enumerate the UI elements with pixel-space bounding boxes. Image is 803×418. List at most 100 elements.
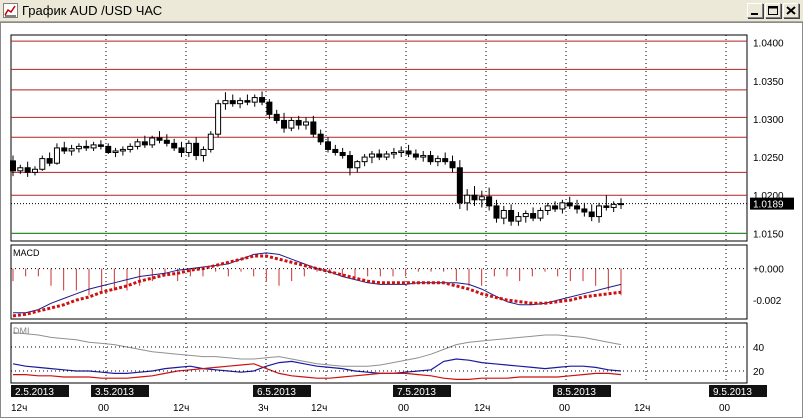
candle-body (24, 167, 31, 173)
maximize-button[interactable] (765, 3, 781, 18)
candle-body (339, 151, 346, 157)
candle-body (618, 203, 624, 206)
candle-body (141, 141, 148, 146)
dmi-panel-frame (10, 322, 748, 384)
candle-body (581, 208, 588, 213)
candle-body (178, 147, 185, 153)
candle-body (427, 155, 434, 163)
date-label-badge (393, 385, 451, 397)
candle-body (17, 167, 24, 172)
candle-body (112, 150, 119, 153)
candle-body (603, 205, 610, 208)
candle-body (156, 137, 163, 141)
candle-body (83, 145, 90, 149)
candle-body (508, 209, 515, 222)
candle-body (222, 100, 229, 105)
candle-body (456, 167, 463, 204)
candle-body (486, 196, 493, 207)
current-price-label: 1.0189 (753, 200, 784, 211)
maximize-icon (768, 6, 778, 15)
candle-body (237, 100, 244, 105)
candle-body (185, 142, 192, 153)
candle-body (500, 209, 507, 219)
dmi-adx-line (12, 332, 622, 367)
price-tick-label: 1.0300 (753, 115, 784, 126)
chart-window[interactable]: 1.0400 1.0350 1.0300 1.0250 1.0200 1.0150 1.01… (0, 22, 803, 418)
candle-body (127, 145, 134, 150)
close-icon (786, 6, 796, 15)
candle-body (324, 141, 331, 150)
candle-body (288, 119, 295, 129)
candle-body (390, 151, 397, 155)
dmi-plus-di-line (12, 358, 622, 374)
candle-body (471, 194, 478, 201)
candle-body (405, 150, 412, 155)
candle-body (420, 155, 427, 158)
candle-body (559, 202, 566, 210)
candle-body (354, 161, 361, 169)
candle-body (434, 158, 441, 163)
hour-label: 00 (719, 403, 731, 414)
candle-body (574, 205, 581, 210)
chart-line-icon (3, 3, 18, 18)
candle-body (193, 142, 200, 157)
date-label: 6.5.2013 (257, 387, 296, 398)
candle-body (566, 202, 573, 207)
price-tick-label: 1.0400 (753, 39, 784, 50)
current-price-badge (750, 197, 794, 210)
dmi-minus-di-line (13, 363, 622, 380)
candle-body (537, 209, 544, 219)
candle-body (346, 155, 353, 169)
price-panel-frame (10, 34, 748, 242)
candle-body (105, 145, 112, 153)
candle-body (303, 121, 310, 126)
candle-body (610, 203, 617, 208)
hour-label: 12ч (474, 403, 490, 414)
candle-body (361, 156, 368, 163)
window-titlebar[interactable]: График AUD /USD ЧАС (0, 0, 803, 22)
candle-body (229, 100, 236, 105)
minimize-button[interactable] (747, 3, 763, 18)
dmi-tick-label: 20 (753, 367, 765, 378)
dmi-panel-label: DMI (13, 326, 30, 336)
candle-body (53, 147, 60, 164)
candle-body (383, 153, 390, 158)
dmi-tick-label: 40 (753, 343, 765, 354)
candle-body (31, 168, 38, 173)
hour-label: 12ч (311, 403, 327, 414)
candle-body (281, 119, 288, 129)
chart-canvas[interactable]: 1.0400 1.0350 1.0300 1.0250 1.0200 1.0150 1.01… (1, 23, 802, 417)
candle-body (332, 148, 339, 153)
minimize-icon (751, 13, 758, 15)
close-button[interactable] (783, 3, 799, 18)
candle-body (171, 142, 178, 149)
date-label-badge (11, 385, 69, 397)
candle-body (75, 145, 82, 150)
macd-line (13, 252, 622, 314)
date-label: 8.5.2013 (557, 387, 596, 398)
candle-body (259, 97, 266, 103)
candle-body (149, 137, 156, 146)
candle-body (46, 158, 53, 164)
candle-body (200, 148, 207, 157)
date-label-badge (91, 385, 149, 397)
macd-tick-label: -0.002 (753, 296, 782, 307)
price-tick-label: 1.0350 (753, 77, 784, 88)
candle-body (544, 205, 551, 211)
date-label-badge (253, 385, 311, 397)
candle-body (596, 205, 603, 218)
candle-body (412, 153, 419, 158)
candle-body (522, 213, 529, 218)
candle-body (588, 211, 595, 218)
candle-body (97, 144, 104, 147)
candle-body (295, 119, 302, 126)
candle-body (478, 196, 485, 201)
candle-body (530, 213, 537, 219)
date-label-badge (709, 385, 767, 397)
candle-body (449, 161, 456, 169)
candle-body (368, 153, 375, 158)
date-label-badge (553, 385, 611, 397)
hour-label: 00 (98, 403, 110, 414)
candle-body (515, 216, 522, 222)
candle-body (310, 121, 317, 135)
